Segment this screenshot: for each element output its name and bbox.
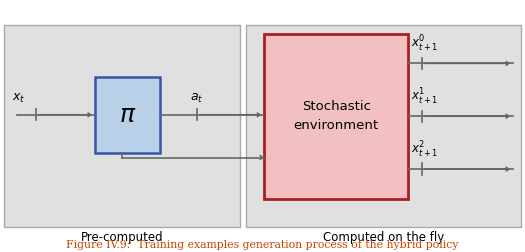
Bar bbox=[264, 34, 408, 199]
Text: $a_t$: $a_t$ bbox=[190, 92, 203, 105]
Bar bbox=[94, 77, 161, 153]
Text: Figure IV.9:  Training examples generation process of the hybrid policy: Figure IV.9: Training examples generatio… bbox=[66, 240, 459, 250]
Text: $x^0_{t+1}$: $x^0_{t+1}$ bbox=[411, 34, 438, 54]
Text: $\pi$: $\pi$ bbox=[119, 103, 136, 127]
Text: $x_t$: $x_t$ bbox=[12, 92, 25, 105]
Bar bbox=[246, 25, 521, 227]
Text: Pre-computed: Pre-computed bbox=[81, 231, 164, 244]
Text: Stochastic
environment: Stochastic environment bbox=[293, 100, 379, 132]
Text: Computed on the fly: Computed on the fly bbox=[323, 231, 444, 244]
Bar bbox=[4, 25, 240, 227]
Text: $x^1_{t+1}$: $x^1_{t+1}$ bbox=[411, 87, 438, 107]
Text: $x^2_{t+1}$: $x^2_{t+1}$ bbox=[411, 140, 438, 160]
